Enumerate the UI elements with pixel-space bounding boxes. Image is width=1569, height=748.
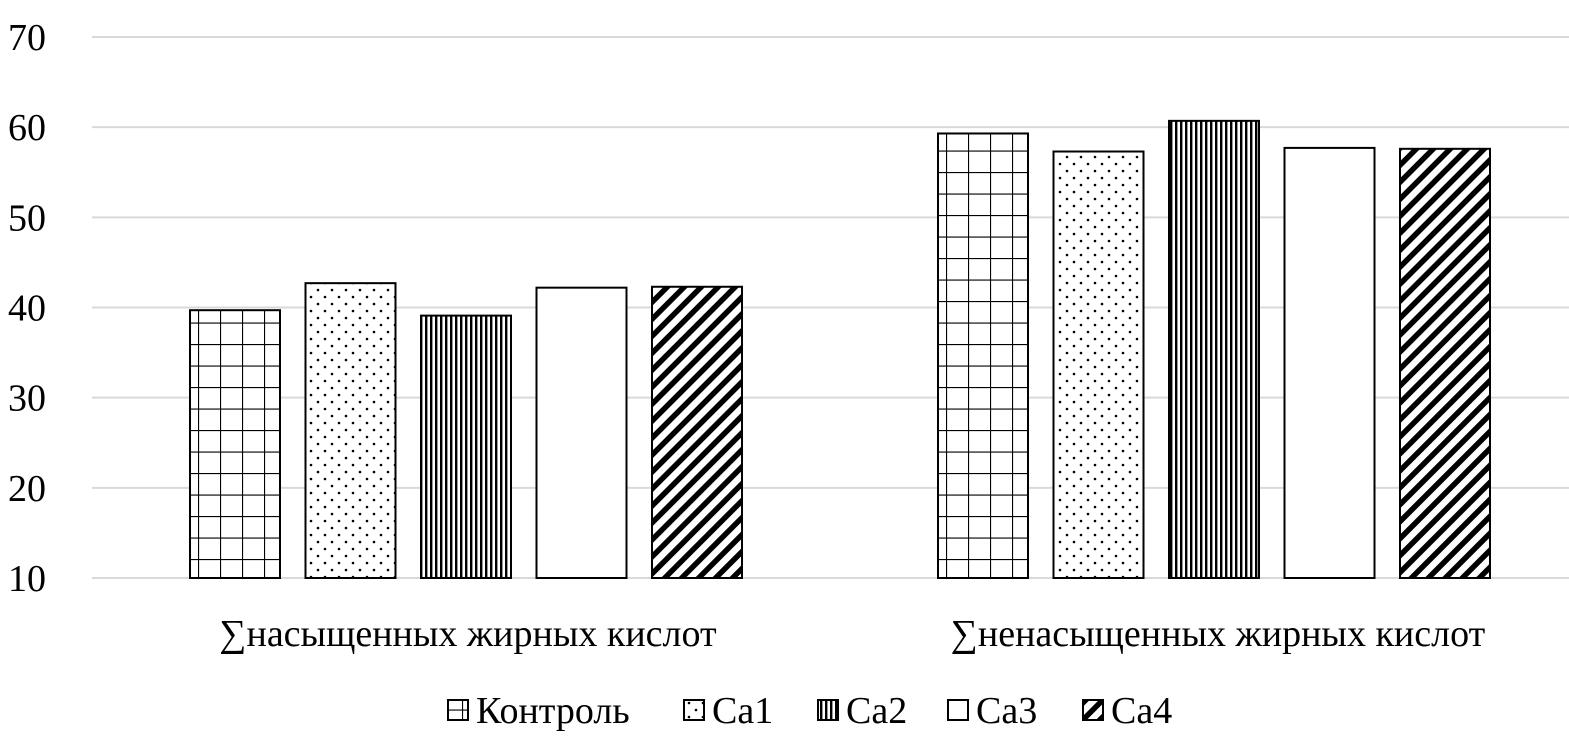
y-tick-label: 50 — [8, 197, 46, 239]
legend-label-контроль: Контроль — [476, 690, 630, 732]
bar-контроль-saturated — [189, 309, 281, 579]
y-tick-label: 30 — [8, 378, 46, 420]
y-tick-label: 40 — [8, 288, 46, 330]
legend-swatch-ca1 — [683, 699, 705, 721]
y-tick-label: 10 — [8, 558, 46, 600]
legend-label-ca3: Ca3 — [976, 690, 1037, 732]
legend-swatch-контроль — [447, 699, 469, 721]
y-tick-label: 60 — [8, 107, 46, 149]
legend-swatch-ca2 — [817, 699, 839, 721]
bar-ca1-saturated — [304, 282, 397, 579]
y-tick-label: 20 — [8, 468, 46, 510]
x-category-label: ∑насыщенных жирных кислот — [219, 613, 717, 655]
x-category-label: ∑ненасыщенных жирных кислот — [951, 613, 1486, 655]
bar-ca1-unsaturated — [1052, 150, 1145, 580]
bars — [189, 119, 1491, 580]
legend-swatch-ca3 — [947, 699, 969, 721]
legend-label-ca1: Ca1 — [712, 690, 773, 732]
legend-swatch-ca4 — [1082, 699, 1104, 721]
x-axis-categories: ∑насыщенных жирных кислот ∑ненасыщенных ж… — [219, 613, 1485, 655]
legend: Контроль Ca1 Ca2 Ca3 Ca4 — [447, 690, 1172, 732]
legend-label-ca4: Ca4 — [1111, 690, 1172, 732]
bar-контроль-unsaturated — [937, 132, 1029, 579]
y-axis-ticks: 10 20 30 40 50 60 70 — [8, 17, 46, 600]
y-tick-label: 70 — [8, 17, 46, 59]
bar-ca2-unsaturated — [1168, 119, 1260, 579]
bar-ca4-unsaturated — [1399, 147, 1491, 579]
legend-label-ca2: Ca2 — [846, 690, 907, 732]
bar-ca3-saturated — [535, 286, 628, 579]
bar-ca4-saturated — [651, 285, 743, 579]
bar-ca2-saturated — [420, 314, 512, 579]
bar-ca3-unsaturated — [1283, 146, 1376, 579]
